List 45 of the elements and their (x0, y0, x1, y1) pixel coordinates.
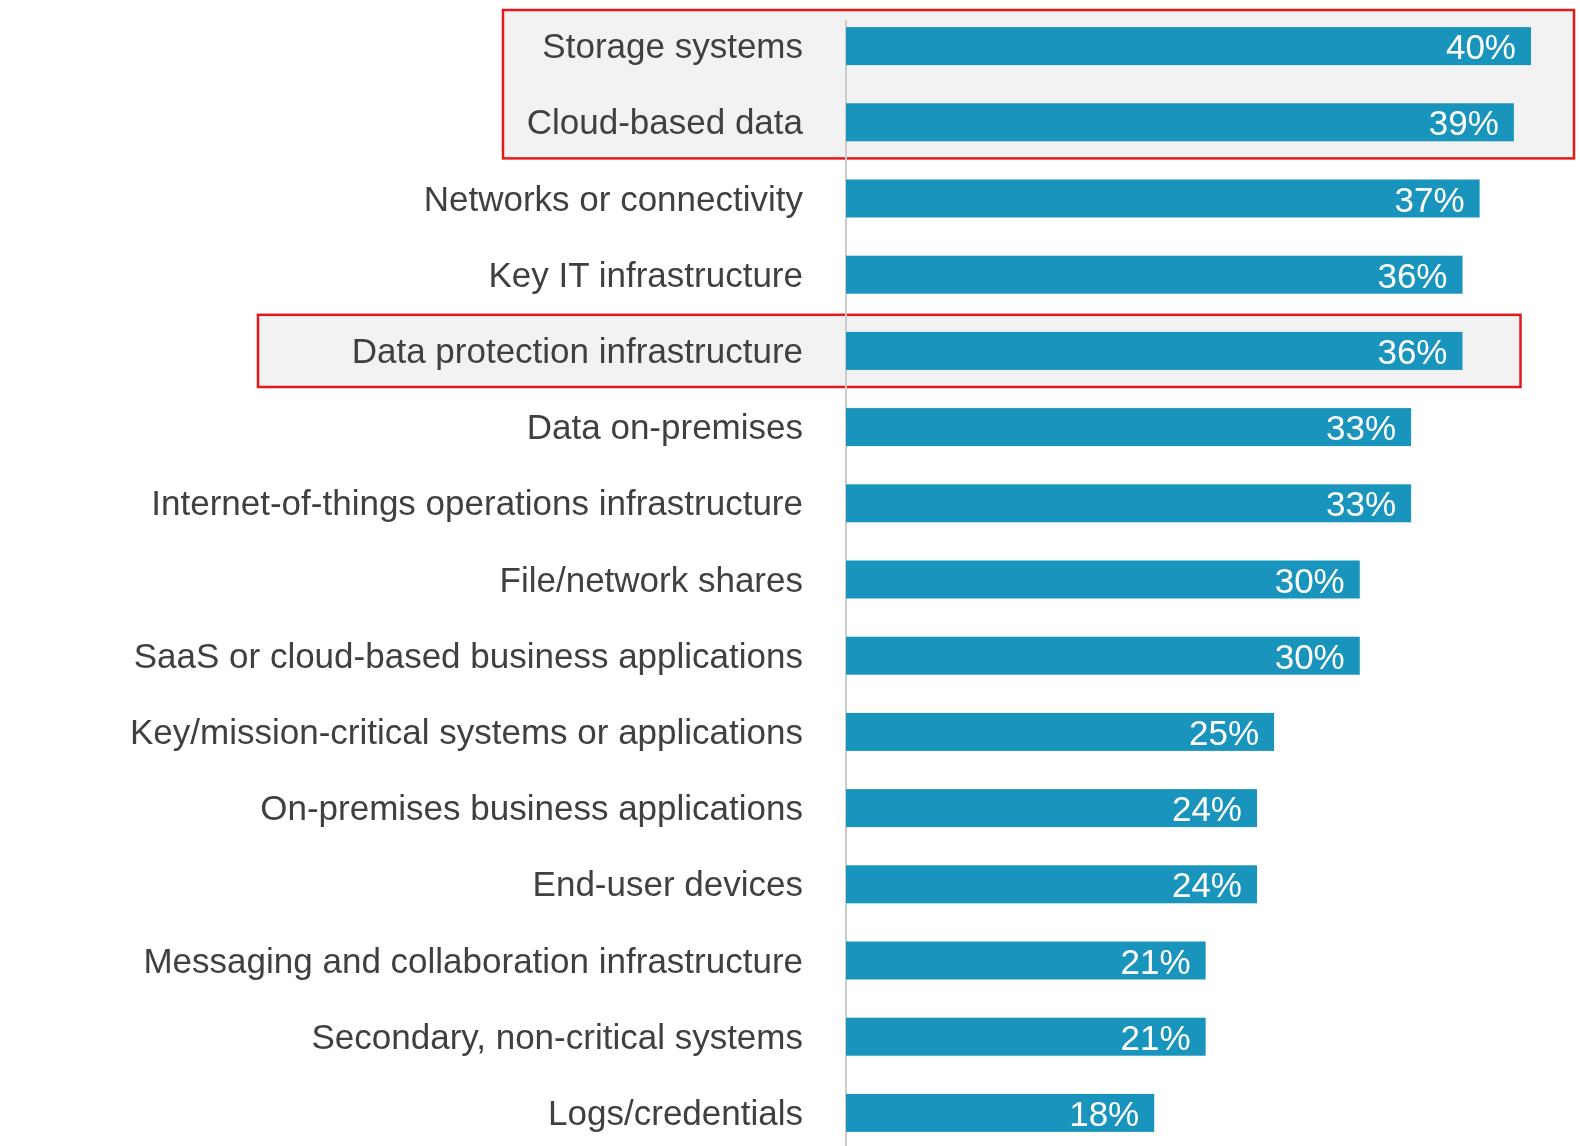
bar (846, 179, 1480, 218)
data-label: 33% (1326, 408, 1397, 448)
data-label: 21% (1120, 1017, 1191, 1057)
data-label: 33% (1326, 484, 1397, 524)
data-label: 21% (1120, 941, 1191, 981)
data-label: 30% (1274, 636, 1345, 676)
y-tick-label: On-premises business applications (260, 788, 803, 828)
bar (846, 712, 1275, 751)
bar (846, 103, 1514, 142)
data-label: 30% (1274, 560, 1345, 600)
y-tick-label: Data protection infrastructure (351, 330, 803, 370)
y-tick-label: Secondary, non-critical systems (311, 1016, 803, 1056)
bar (846, 331, 1463, 370)
data-label: 24% (1171, 865, 1242, 905)
data-label: 18% (1069, 1093, 1140, 1133)
y-tick-label: Cloud-based data (526, 102, 804, 142)
y-tick-label: Logs/credentials (548, 1092, 803, 1132)
y-tick-label: Messaging and collaboration infrastructure (143, 940, 803, 980)
bar (846, 865, 1257, 904)
y-tick-label: Key/mission-critical systems or applications (130, 711, 803, 751)
bar (846, 1093, 1155, 1132)
bar (846, 408, 1412, 447)
bar (846, 789, 1257, 828)
bar (846, 636, 1360, 675)
data-label: 39% (1428, 103, 1499, 143)
y-tick-label: SaaS or cloud-based business applications (133, 635, 803, 675)
bar (846, 941, 1206, 980)
bar (846, 484, 1412, 523)
data-label: 37% (1394, 179, 1465, 219)
y-tick-label: Data on-premises (526, 407, 803, 447)
bar (846, 560, 1360, 599)
y-tick-label: Storage systems (542, 26, 803, 66)
data-label: 24% (1171, 789, 1242, 829)
data-label: 25% (1189, 712, 1260, 752)
data-label: 36% (1377, 331, 1448, 371)
y-tick-label: Key IT infrastructure (488, 254, 803, 294)
bar (846, 27, 1531, 66)
data-label: 40% (1445, 27, 1516, 67)
y-tick-label: Networks or connectivity (423, 178, 804, 218)
y-tick-label: File/network shares (499, 559, 803, 599)
data-label: 36% (1377, 255, 1448, 295)
bar (846, 1017, 1206, 1056)
y-tick-label: Internet-of-things operations infrastructure (151, 483, 803, 523)
y-tick-label: End-user devices (532, 864, 803, 904)
bar (846, 255, 1463, 294)
